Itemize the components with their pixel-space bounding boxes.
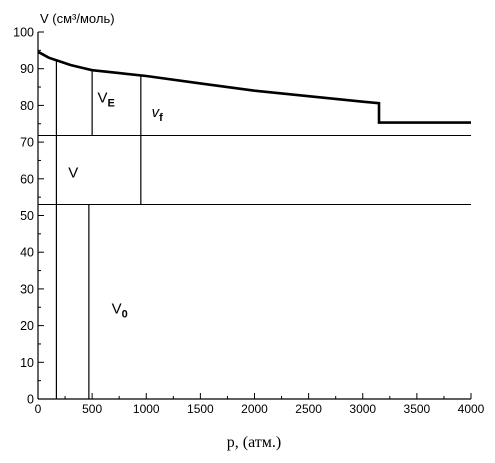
region-label: VE bbox=[98, 89, 115, 109]
y-tick-label: 90 bbox=[20, 62, 34, 76]
y-tick-label: 60 bbox=[20, 172, 34, 186]
x-tick-label: 3500 bbox=[404, 402, 431, 416]
y-tick-label: 80 bbox=[20, 99, 34, 113]
x-tick-label: 1500 bbox=[187, 402, 214, 416]
x-axis-label: p, (атм.) bbox=[227, 434, 281, 451]
y-tick-label: 40 bbox=[20, 246, 34, 260]
y-tick-label: 20 bbox=[20, 319, 34, 333]
y-tick-label: 50 bbox=[20, 209, 34, 223]
region-labels: V VE vf V0 bbox=[68, 89, 163, 320]
x-tick-label: 500 bbox=[82, 402, 102, 416]
y-tick-label: 100 bbox=[13, 26, 34, 40]
x-tick-label: 2500 bbox=[295, 402, 322, 416]
x-tick-label: 3000 bbox=[349, 402, 376, 416]
plot-frame bbox=[37, 32, 471, 400]
y-axis-label: V (см³/моль) bbox=[40, 11, 115, 26]
region-label: V0 bbox=[112, 300, 128, 320]
x-tick-label: 2000 bbox=[241, 402, 268, 416]
series-layer bbox=[37, 50, 471, 124]
region-label: V bbox=[68, 165, 78, 182]
y-tick-label: 10 bbox=[20, 356, 34, 370]
y-tick-label: 70 bbox=[20, 136, 34, 150]
x-tick-label: 4000 bbox=[458, 402, 485, 416]
x-tick-label: 0 bbox=[35, 402, 42, 416]
y-tick-label: 0 bbox=[27, 393, 34, 407]
reference-lines bbox=[38, 59, 471, 399]
y-tick-label: 30 bbox=[20, 282, 34, 296]
volume-curve bbox=[37, 50, 471, 124]
tick-layer: 0 500 1000 1500 2000 2500 3000 3500 4000 0 10 20 30 4… bbox=[13, 26, 485, 417]
x-tick-label: 1000 bbox=[133, 402, 160, 416]
region-label: vf bbox=[152, 104, 164, 124]
